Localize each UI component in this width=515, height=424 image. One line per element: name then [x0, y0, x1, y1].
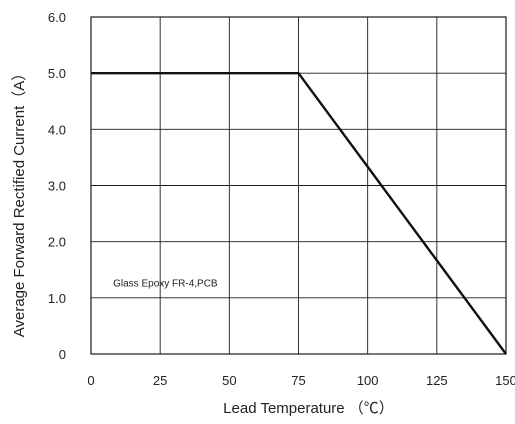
x-axis-title: Lead Temperature （℃） — [223, 400, 394, 417]
x-tick-labels: 0 25 50 75 100 125 150 — [87, 373, 515, 388]
y-tick-label: 4.0 — [48, 122, 66, 137]
x-tick-label: 100 — [357, 373, 379, 388]
x-tick-label: 75 — [291, 373, 305, 388]
y-tick-label: 5.0 — [48, 66, 66, 81]
y-tick-label: 3.0 — [48, 179, 66, 194]
plot-frame — [90, 16, 507, 355]
x-tick-label: 50 — [222, 373, 236, 388]
x-tick-label: 25 — [153, 373, 167, 388]
y-tick-label: 6.0 — [48, 10, 66, 25]
y-tick-label: 0 — [59, 347, 66, 362]
x-tick-label: 0 — [87, 373, 94, 388]
y-tick-labels: 0 1.0 2.0 3.0 4.0 5.0 6.0 — [48, 10, 66, 362]
x-tick-label: 150 — [495, 373, 515, 388]
series-layer — [91, 72, 507, 355]
y-tick-label: 2.0 — [48, 235, 66, 250]
y-axis-title: Average Forward Rectified Current（A） — [11, 66, 28, 338]
series-line-0 — [91, 72, 507, 355]
grid-lines — [91, 17, 506, 354]
annotation-label: Glass Epoxy FR-4,PCB — [113, 279, 218, 290]
x-tick-label: 125 — [426, 373, 448, 388]
annotations: Glass Epoxy FR-4,PCB — [113, 279, 218, 290]
y-tick-label: 1.0 — [48, 291, 66, 306]
